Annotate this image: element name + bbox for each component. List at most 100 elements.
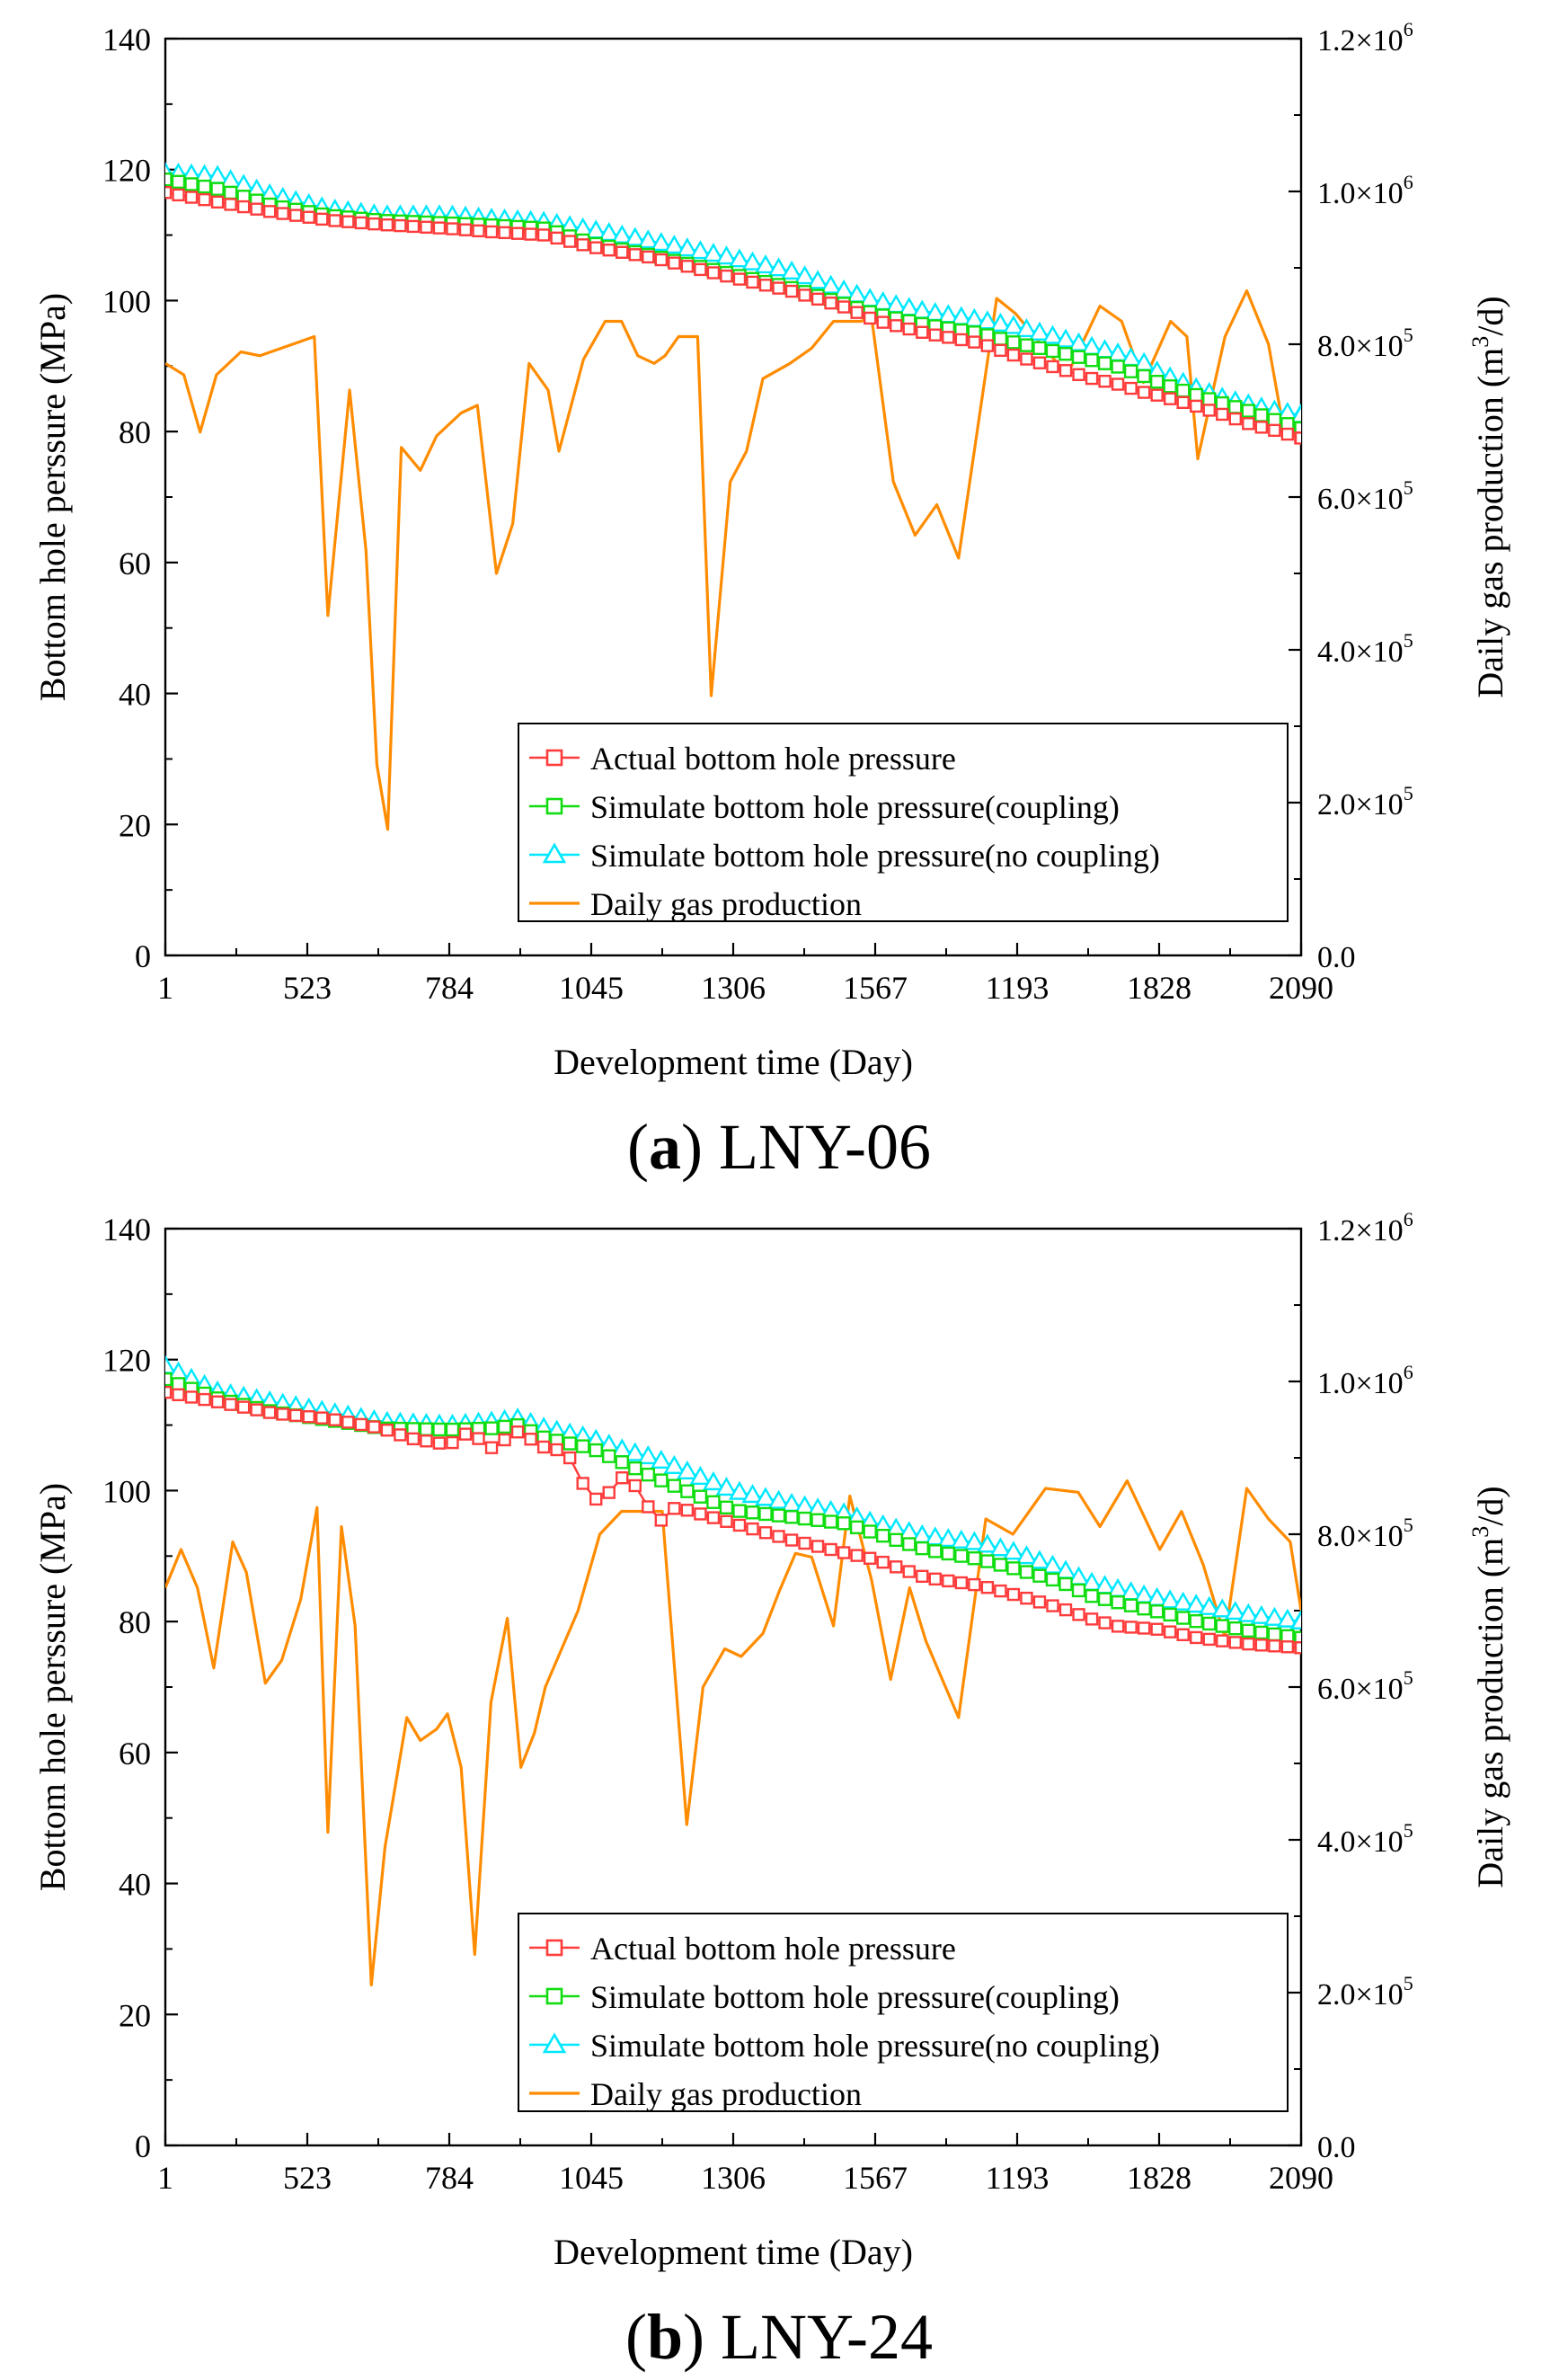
marker-actual: [772, 281, 785, 295]
marker-coupling: [484, 1421, 499, 1435]
marker-actual: [341, 215, 355, 228]
marker-actual: [198, 1392, 211, 1407]
marker-coupling: [902, 1537, 917, 1551]
marker-coupling: [171, 1377, 186, 1391]
marker-coupling: [1149, 375, 1165, 389]
marker-actual: [172, 1388, 185, 1401]
y-right-tick-label: 2.0×105: [1317, 1972, 1413, 2011]
legend-marker-actual: [545, 1939, 563, 1957]
marker-actual: [550, 231, 563, 245]
y-left-tick-label: 40: [119, 677, 151, 713]
x-tick-label: 1: [157, 2160, 173, 2196]
marker-actual: [902, 1565, 916, 1578]
caption-letter: a: [649, 1111, 681, 1183]
marker-coupling: [1163, 1607, 1177, 1622]
marker-actual: [1111, 377, 1125, 391]
y-right-tick-mantissa: 4.0×10: [1317, 635, 1404, 669]
marker-actual: [994, 343, 1007, 358]
x-axis-label: Development time (Day): [554, 2232, 913, 2272]
y-right-tick-label: 6.0×105: [1317, 1666, 1413, 1706]
y-right-tick-exponent: 5: [1404, 324, 1413, 346]
marker-actual: [954, 1576, 969, 1590]
marker-actual: [1137, 386, 1151, 399]
marker-nocoupling: [1250, 1604, 1272, 1624]
marker-actual: [446, 222, 459, 235]
marker-actual: [680, 260, 695, 273]
marker-actual: [472, 1432, 485, 1445]
y-left-tick-label: 20: [119, 1997, 151, 2033]
marker-actual: [184, 1390, 199, 1404]
caption-paren: ): [681, 1111, 703, 1183]
marker-coupling: [915, 1541, 929, 1556]
y-left-axis-label: Bottom hole perssure (MPa): [32, 1483, 73, 1891]
marker-coupling: [1085, 1589, 1099, 1603]
marker-actual: [1176, 395, 1190, 410]
marker-nocoupling: [676, 1460, 698, 1480]
marker-nocoupling: [663, 235, 686, 254]
marker-actual: [198, 192, 211, 207]
marker-coupling: [771, 1508, 786, 1523]
marker-actual: [720, 1514, 733, 1528]
marker-actual: [1150, 388, 1164, 402]
marker-coupling: [1215, 395, 1229, 411]
marker-nocoupling: [689, 240, 712, 260]
marker-actual: [406, 219, 421, 234]
marker-nocoupling: [1054, 328, 1077, 348]
marker-coupling: [1254, 1625, 1269, 1640]
marker-coupling: [1019, 1565, 1034, 1579]
marker-coupling: [641, 1467, 656, 1482]
marker-actual: [236, 200, 251, 214]
y-right-label-text: /d): [1470, 296, 1510, 335]
marker-actual: [562, 235, 577, 248]
legend-marker-nocoupling: [542, 2032, 567, 2054]
marker-coupling: [602, 1449, 616, 1463]
y-right-tick-label: 8.0×105: [1317, 324, 1413, 363]
marker-actual: [824, 1542, 837, 1557]
marker-coupling: [1059, 1576, 1073, 1592]
marker-nocoupling: [637, 1444, 660, 1465]
marker-coupling: [1202, 1616, 1217, 1631]
marker-nocoupling: [976, 1533, 998, 1553]
marker-nocoupling: [611, 224, 633, 244]
marker-actual: [654, 253, 669, 267]
marker-actual: [628, 1479, 642, 1493]
marker-coupling: [432, 1422, 447, 1437]
marker-coupling: [1189, 1613, 1203, 1629]
marker-actual: [863, 311, 877, 325]
marker-coupling: [1149, 1604, 1165, 1619]
marker-coupling: [1071, 1583, 1086, 1598]
marker-coupling: [223, 185, 238, 200]
marker-actual: [668, 256, 681, 270]
marker-actual: [876, 315, 890, 329]
marker-nocoupling: [1289, 1610, 1301, 1630]
y-right-tick-label: 6.0×105: [1317, 476, 1413, 516]
y-left-axis-label: Bottom hole perssure (MPa): [32, 293, 73, 701]
marker-actual: [1020, 1591, 1033, 1605]
marker-actual: [250, 202, 263, 216]
marker-actual: [289, 209, 303, 222]
marker-coupling: [1137, 1602, 1151, 1616]
marker-actual: [276, 1408, 289, 1421]
marker-actual: [1216, 407, 1229, 422]
marker-coupling: [1111, 360, 1125, 374]
y-right-tick-exponent: 5: [1404, 629, 1413, 652]
legend-label-actual: Actual bottom hole pressure: [590, 741, 956, 777]
marker-coupling: [1123, 364, 1138, 378]
marker-coupling: [1006, 335, 1021, 350]
marker-coupling: [1032, 1568, 1047, 1583]
marker-actual: [811, 292, 825, 306]
marker-nocoupling: [741, 251, 764, 271]
series-line-daily-gas-production: [165, 1479, 1301, 1987]
y-right-tick-exponent: 6: [1404, 1208, 1413, 1230]
marker-coupling: [1241, 1623, 1256, 1638]
marker-coupling: [1137, 369, 1151, 384]
marker-coupling: [811, 1513, 825, 1527]
marker-coupling: [575, 1439, 590, 1453]
marker-nocoupling: [1237, 1603, 1260, 1622]
marker-actual: [1268, 423, 1281, 438]
marker-actual: [589, 241, 603, 254]
marker-actual: [1006, 348, 1021, 362]
marker-actual: [642, 1500, 655, 1514]
marker-actual: [380, 1423, 394, 1437]
y-left-tick-label: 80: [119, 414, 151, 450]
